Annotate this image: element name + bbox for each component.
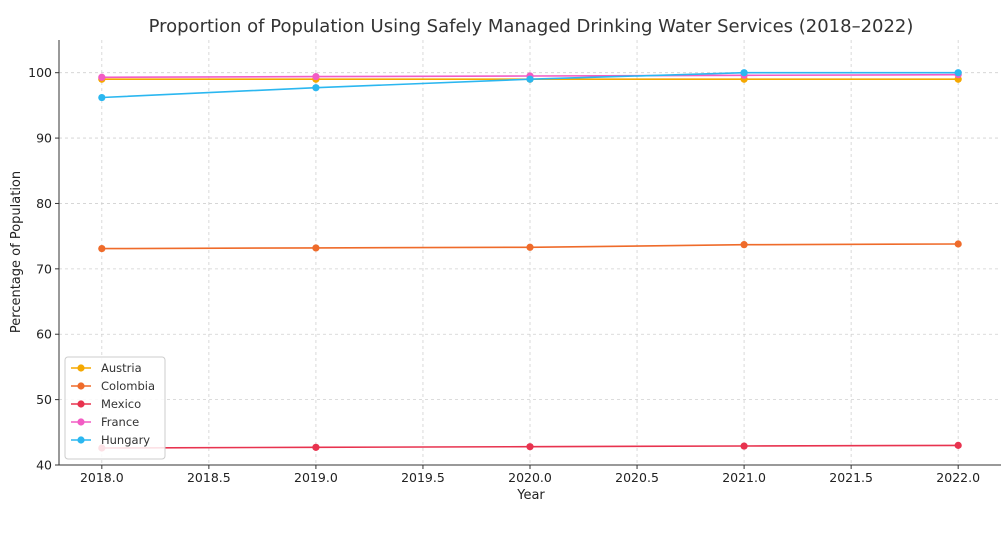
data-point xyxy=(954,240,962,248)
data-point xyxy=(740,241,748,249)
data-point xyxy=(312,84,320,92)
y-tick-label: 40 xyxy=(36,458,52,473)
legend-swatch-marker xyxy=(77,418,85,426)
y-tick-label: 60 xyxy=(36,327,52,342)
legend-label: Colombia xyxy=(101,379,155,393)
axes: 2018.0 2018.5 2019.0 2019.5 2020.0 2020.5 2021… xyxy=(28,40,1001,485)
x-tick-label: 2019.5 xyxy=(401,470,445,485)
data-point xyxy=(312,244,320,252)
legend-swatch-marker xyxy=(77,400,85,408)
chart-title: Proportion of Population Using Safely Ma… xyxy=(149,16,914,37)
data-point xyxy=(954,441,962,449)
y-tick-label: 90 xyxy=(36,131,52,146)
data-point xyxy=(526,243,534,251)
y-tick-label: 80 xyxy=(36,196,52,211)
legend-label: Austria xyxy=(101,361,142,375)
grid xyxy=(59,40,1001,466)
legend-label: France xyxy=(101,415,139,429)
legend-swatch-marker xyxy=(77,382,85,390)
data-point xyxy=(740,442,748,450)
x-tick-label: 2018.5 xyxy=(187,470,231,485)
data-point xyxy=(98,244,106,253)
series-layer xyxy=(98,69,962,452)
data-point xyxy=(312,73,320,81)
legend-box xyxy=(64,356,166,460)
x-tick-label: 2020.0 xyxy=(508,470,552,485)
data-point xyxy=(526,75,534,83)
legend-label: Hungary xyxy=(101,433,150,447)
data-point xyxy=(954,69,962,77)
data-point xyxy=(98,73,106,81)
y-tick-label: 50 xyxy=(36,392,52,407)
data-point xyxy=(526,443,534,451)
data-point xyxy=(740,69,748,77)
x-tick-label: 2019.0 xyxy=(294,470,338,485)
y-tick-label: 70 xyxy=(36,261,52,276)
x-tick-label: 2022.0 xyxy=(936,470,980,485)
x-tick-label: 2020.5 xyxy=(615,470,659,485)
x-tick-label: 2018.0 xyxy=(80,470,124,485)
x-axis-label: Year xyxy=(516,488,545,503)
x-tick-label: 2021.0 xyxy=(722,470,766,485)
y-tick-label: 100 xyxy=(28,65,52,80)
y-axis-label: Percentage of Population xyxy=(9,171,24,333)
x-tick-label: 2021.5 xyxy=(829,470,873,485)
legend-swatch-marker xyxy=(77,364,85,372)
data-point xyxy=(98,93,106,102)
data-point xyxy=(312,443,320,451)
legend-swatch-marker xyxy=(77,436,85,444)
legend-label: Mexico xyxy=(101,397,141,411)
legend: Austria Colombia Mexico France Hungary xyxy=(64,356,166,460)
